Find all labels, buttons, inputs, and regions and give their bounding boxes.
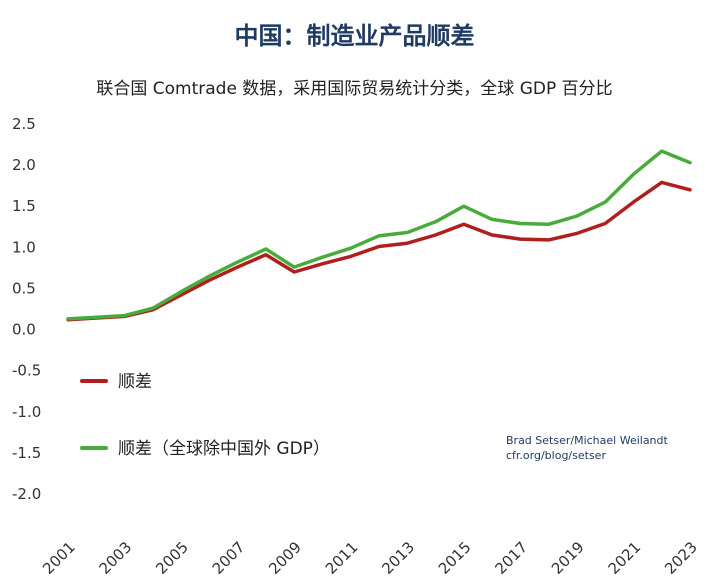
y-tick-label: 1.5 [12,197,36,215]
series-line-1 [66,180,692,322]
y-tick-label: -2.0 [12,485,41,503]
series-line-2 [66,149,692,321]
x-tick-label: 2013 [378,538,418,578]
y-tick-label: 2.0 [12,156,36,174]
x-tick-label: 2021 [605,538,645,578]
x-tick-label: 2011 [322,538,362,578]
x-tick-label: 2023 [661,538,701,578]
y-tick-label: 0.5 [12,279,36,297]
x-tick-label: 2009 [265,538,305,578]
credit-annotation: Brad Setser/Michael Weilandt [506,434,669,447]
x-tick-label: 2005 [152,538,192,578]
legend-label-2: 顺差（全球除中国外 GDP） [118,439,330,459]
x-tick-label: 2001 [39,538,79,578]
x-tick-label: 2017 [491,538,531,578]
x-tick-label: 2007 [209,538,249,578]
x-tick-label: 2015 [435,538,475,578]
x-tick-label: 2003 [96,538,136,578]
y-tick-label: 1.0 [12,238,36,256]
x-tick-label: 2019 [548,538,588,578]
chart-title: 中国：制造业产品顺差 [234,22,475,50]
y-tick-label: 2.5 [12,115,36,133]
legend-label-1: 顺差 [118,372,152,392]
chart-subtitle: 联合国 Comtrade 数据，采用国际贸易统计分类，全球 GDP 百分比 [96,79,613,99]
y-tick-label: 0.0 [12,321,36,339]
y-tick-label: -1.0 [12,403,41,421]
y-tick-label: -1.5 [12,444,41,462]
y-tick-label: -0.5 [12,362,41,380]
credit-annotation: cfr.org/blog/setser [506,449,606,462]
